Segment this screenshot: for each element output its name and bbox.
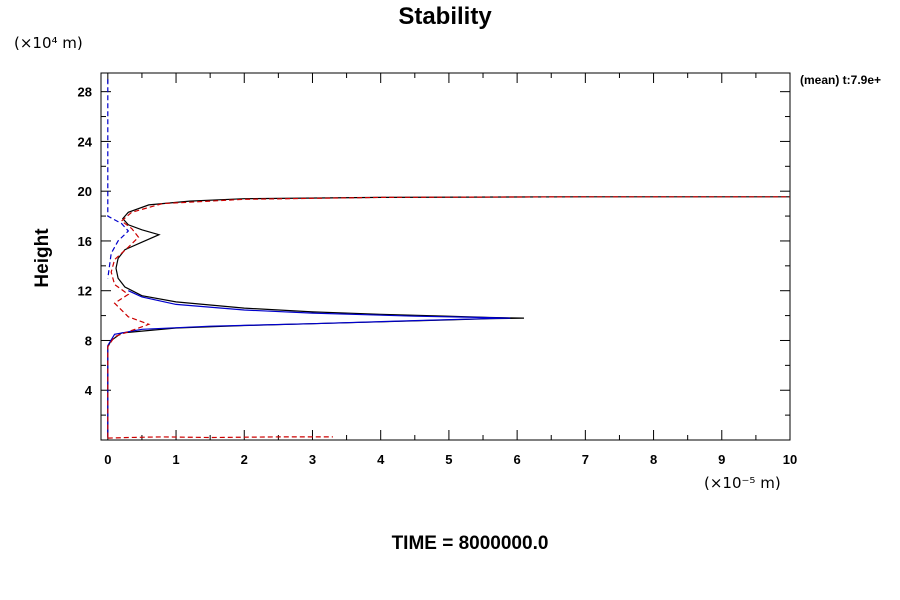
series-line-3 [107,196,790,438]
series-group [107,79,790,439]
y-tick-label: 24 [78,134,93,149]
x-tick-label: 1 [172,452,179,467]
chart-title: Stability [398,3,492,30]
x-tick-label: 0 [104,452,111,467]
series-line-2 [107,290,511,438]
y-tick-label: 12 [78,284,92,299]
x-tick-label: 9 [718,452,725,467]
x-tick-label: 4 [377,452,385,467]
y-axis-label: Height [32,228,53,288]
y-tick-label: 16 [78,234,92,249]
y-tick-label: 20 [78,184,92,199]
y-tick-label: 28 [78,85,92,100]
y-units-label: (×10⁴ m) [14,34,83,52]
y-tick-group: 4 8 12 16 20 24 28 [78,85,790,416]
series-line-4 [107,79,130,279]
x-tick-label: 5 [445,452,452,467]
series-line-5 [107,436,333,439]
plot-frame [100,72,791,441]
x-units-label: (×10⁻⁵ m) [704,474,781,492]
y-tick-label: 4 [85,383,93,398]
x-tick-label: 2 [241,452,248,467]
x-tick-group: 0 1 2 3 4 5 6 7 8 9 10 [104,73,797,467]
time-label: TIME = 8000000.0 [392,533,549,554]
mean-time-annotation: (mean) t:7.9e+ [800,73,881,87]
x-tick-label: 8 [650,452,657,467]
x-tick-label: 6 [514,452,521,467]
x-tick-label: 7 [582,452,589,467]
x-tick-label: 3 [309,452,316,467]
y-tick-label: 8 [85,333,92,348]
x-tick-label: 10 [783,452,797,467]
